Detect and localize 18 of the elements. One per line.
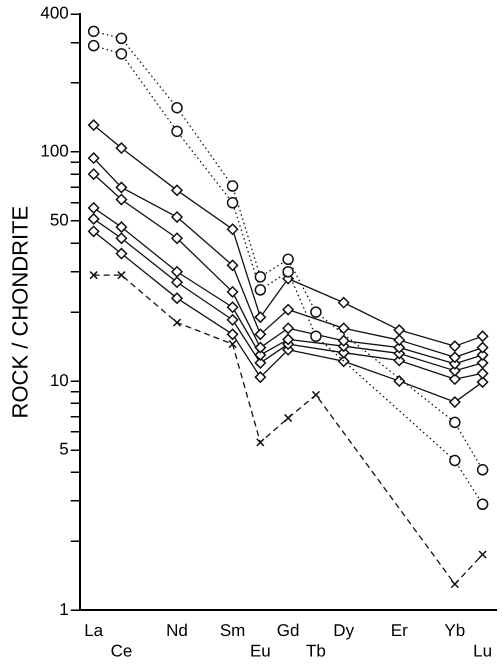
x-tick-label: Dy: [333, 621, 355, 640]
y-tick-label: 10: [50, 370, 69, 390]
x-tick-label: Er: [390, 621, 408, 640]
y-tick-label: 100: [40, 142, 69, 161]
y-axis-title: ROCK / CHONDRITE: [7, 206, 32, 418]
x-tick-label: Sm: [220, 621, 246, 640]
x-tick-label: Yb: [444, 621, 466, 640]
y-tick-label: 1: [59, 600, 69, 619]
x-tick-label: Gd: [276, 621, 300, 640]
x-tick-label: Nd: [166, 621, 188, 640]
x-tick-label: Lu: [473, 641, 492, 660]
x-tick-label: La: [84, 621, 104, 640]
y-tick-label: 5: [59, 440, 69, 459]
x-tick-label: Eu: [250, 641, 271, 660]
y-tick-label: 400: [40, 4, 69, 23]
x-tick-label: Tb: [306, 641, 326, 660]
x-tick-label: Ce: [110, 641, 132, 660]
y-tick-label: 50: [50, 210, 69, 230]
